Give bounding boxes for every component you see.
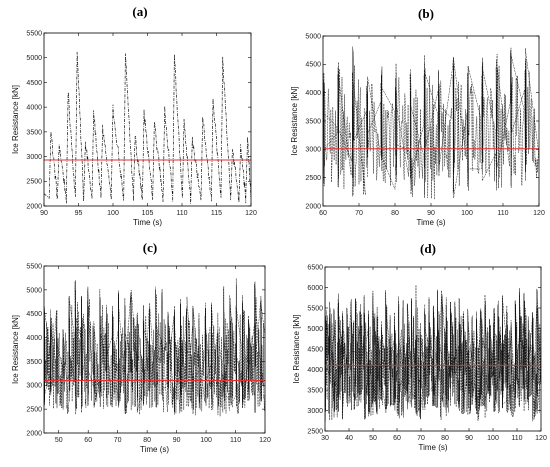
y-tick-label: 5000 [307, 326, 323, 333]
y-tick-label: 5000 [305, 33, 321, 40]
y-tick-label: 2500 [26, 179, 42, 186]
x-axis-label: Time (s) [418, 443, 447, 452]
y-axis-label: Ice Resistance [kN] [11, 85, 20, 154]
panel-label: (c) [143, 240, 157, 255]
panel-label: (b) [418, 6, 434, 21]
y-tick-label: 4500 [307, 346, 323, 353]
chart-d: (d) 30 40 50 60 70 80 90 100 110 120 2500 3000 3500 40… [292, 241, 547, 452]
y-tick-label: 5000 [26, 55, 42, 62]
y-tick-label: 4500 [305, 62, 321, 69]
x-tick-label: 80 [441, 435, 449, 442]
y-tick-label: 4000 [26, 335, 42, 342]
x-axis-label: Time (s) [140, 445, 169, 454]
x-tick-label: 90 [40, 210, 48, 217]
resistance-series [44, 278, 265, 417]
y-tick-label: 4000 [26, 105, 42, 112]
x-tick-label: 60 [84, 437, 92, 444]
y-tick-label: 2000 [26, 203, 42, 210]
signal-group [323, 46, 539, 200]
y-tick-label: 3000 [307, 408, 323, 415]
x-tick-label: 120 [259, 437, 271, 444]
y-tick-label: 3500 [305, 118, 321, 125]
x-tick-label: 100 [487, 435, 499, 442]
panel-label: (a) [132, 4, 147, 19]
y-tick-label: 5500 [26, 30, 42, 37]
x-axis-label: Time (s) [416, 218, 445, 227]
x-tick-label: 50 [55, 437, 63, 444]
y-tick-label: 4000 [307, 367, 323, 374]
y-tick-label: 4500 [26, 80, 42, 87]
resistance-series [325, 285, 541, 422]
y-tick-label: 2500 [307, 428, 323, 435]
chart-b: (b) 60 70 80 90 100 110 120 2000 2500 3000 3500 4000… [290, 6, 545, 227]
signal-group [325, 285, 541, 422]
resistance-series [44, 52, 251, 204]
y-tick-label: 2000 [305, 203, 321, 210]
y-tick-label: 2500 [305, 175, 321, 182]
y-tick-label: 4500 [26, 311, 42, 318]
x-tick-label: 50 [369, 435, 377, 442]
plot-area [44, 33, 251, 206]
y-tick-label: 3000 [26, 383, 42, 390]
y-tick-label: 3000 [26, 154, 42, 161]
x-axis-label: Time (s) [133, 218, 162, 227]
x-tick-label: 40 [345, 435, 353, 442]
y-axis-label: Ice Resistance [kN] [292, 315, 301, 384]
y-tick-label: 6500 [307, 264, 323, 271]
x-tick-label: 60 [393, 435, 401, 442]
x-tick-label: 110 [230, 437, 241, 444]
x-tick-label: 90 [465, 435, 473, 442]
x-tick-label: 110 [497, 210, 508, 217]
plot-frame [43, 265, 266, 434]
y-tick-label: 3000 [305, 147, 321, 154]
x-tick-label: 110 [511, 435, 522, 442]
x-tick-label: 120 [533, 210, 545, 217]
y-tick-label: 5500 [307, 305, 323, 312]
x-tick-label: 115 [211, 210, 222, 217]
resistance-series [323, 46, 539, 200]
x-tick-label: 60 [319, 210, 327, 217]
signal-group [44, 52, 251, 204]
y-tick-label: 5500 [26, 263, 42, 270]
x-tick-label: 120 [535, 435, 547, 442]
x-tick-label: 110 [176, 210, 187, 217]
y-tick-label: 2000 [26, 430, 42, 437]
signal-group [44, 278, 265, 417]
x-tick-label: 80 [143, 437, 151, 444]
x-tick-label: 90 [427, 210, 435, 217]
x-tick-label: 105 [142, 210, 154, 217]
x-tick-label: 70 [355, 210, 363, 217]
y-tick-label: 2500 [26, 407, 42, 414]
x-tick-label: 120 [245, 210, 257, 217]
y-axis-label: Ice Resistance [kN] [290, 87, 299, 156]
x-tick-label: 100 [107, 210, 119, 217]
y-tick-label: 6000 [307, 285, 323, 292]
x-tick-label: 100 [461, 210, 473, 217]
x-tick-label: 95 [75, 210, 83, 217]
x-tick-label: 70 [417, 435, 425, 442]
y-tick-label: 3500 [26, 359, 42, 366]
x-tick-label: 80 [391, 210, 399, 217]
y-tick-label: 5000 [26, 287, 42, 294]
x-tick-label: 100 [200, 437, 212, 444]
x-tick-label: 30 [321, 435, 329, 442]
y-axis-label: Ice Resistance [kN] [11, 315, 20, 384]
y-tick-label: 4000 [305, 90, 321, 97]
y-tick-label: 3500 [307, 387, 323, 394]
chart-a: (a) 90 95 100 105 110 115 120 2000 2500 3000 3500 40… [11, 4, 257, 227]
x-tick-label: 90 [173, 437, 181, 444]
chart-c: (c) 50 60 70 80 90 100 110 120 2000 2500 3000 3500 40… [11, 240, 271, 454]
x-tick-label: 70 [114, 437, 122, 444]
panel-label: (d) [420, 241, 436, 256]
y-tick-label: 3500 [26, 129, 42, 136]
